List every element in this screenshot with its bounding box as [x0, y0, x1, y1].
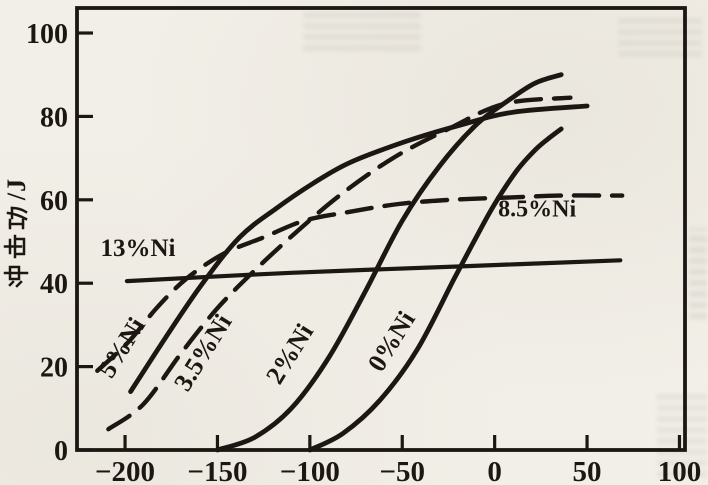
curve-label-2ni: 2%Ni — [260, 319, 319, 389]
y-tick-label: 20 — [40, 353, 68, 384]
curve-85ni — [95, 193, 625, 373]
x-tick-label: −50 — [379, 456, 425, 485]
y-tick-label: 60 — [40, 186, 68, 217]
x-tick-label: −200 — [95, 456, 155, 485]
curve-label-0ni: 0%Ni — [362, 306, 421, 376]
y-axis-title-cjk-glyphs — [3, 206, 29, 288]
curve-35ni — [106, 95, 573, 432]
cjk-glyph-1 — [3, 234, 26, 259]
x-tick-label: 50 — [573, 456, 602, 485]
y-tick-label: 0 — [54, 436, 68, 467]
curve-2ni — [215, 72, 564, 453]
y-tick-label: 80 — [40, 102, 68, 133]
y-axis-title: 冲击功/J /J — [2, 157, 32, 309]
y-tick-label: 40 — [40, 269, 68, 300]
plot-frame — [75, 6, 687, 452]
cjk-glyph-0 — [3, 265, 29, 288]
x-tick-label: −100 — [280, 456, 340, 485]
curve-label-13ni: 13%Ni — [100, 235, 175, 262]
x-tick-label: 0 — [487, 456, 502, 485]
y-axis-title-unit: /J — [2, 177, 31, 201]
x-tick-label: 100 — [658, 456, 702, 485]
curve-label-85ni: 8.5%Ni — [498, 196, 576, 222]
curve-0ni — [307, 126, 564, 453]
cjk-glyph-2 — [6, 206, 28, 230]
x-tick-label: −150 — [187, 456, 247, 485]
y-tick-label: 100 — [26, 19, 68, 50]
